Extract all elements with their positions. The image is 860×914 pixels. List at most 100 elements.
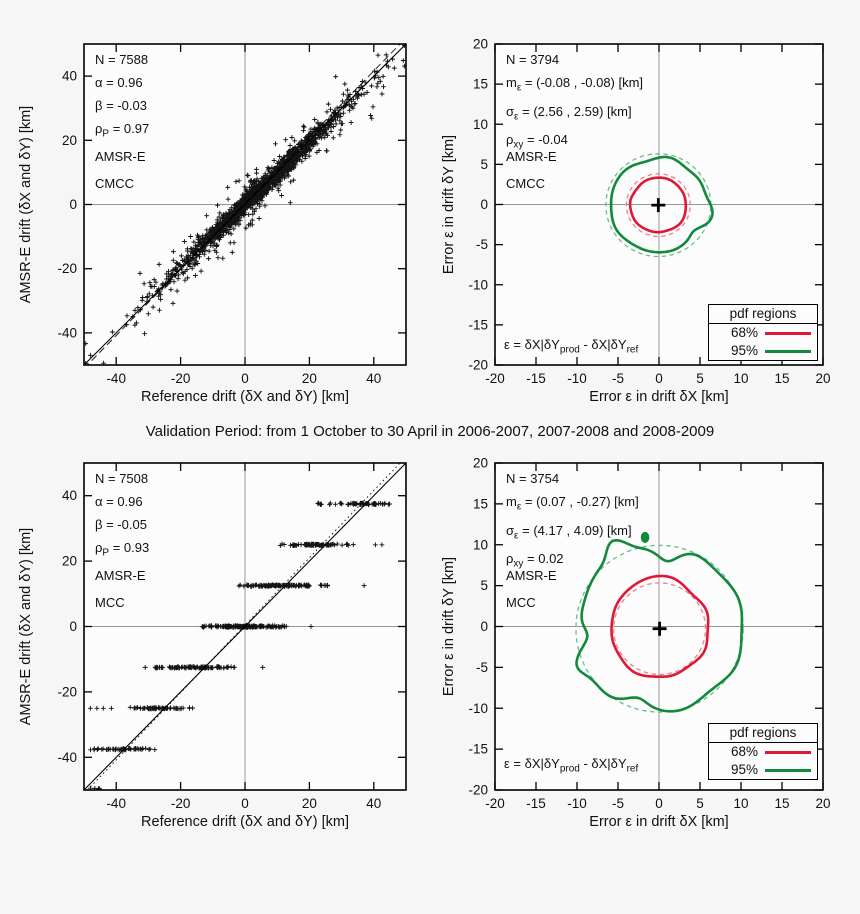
x-tick-label: -20	[171, 371, 191, 386]
scatter-points	[88, 500, 392, 790]
data-layer-tl	[84, 44, 406, 365]
data-layer-br	[575, 531, 744, 713]
x-tick-label: 20	[815, 371, 830, 386]
y-tick-label: 0	[69, 619, 77, 634]
pdf-contour-red_dashed-dashed	[613, 582, 707, 676]
error-formula-br: ε = δX|δYprod - δX|δYref	[504, 756, 639, 775]
axis-ticks-tr: -20 -15 -10 -5 0 5 10 15 20 -20 -15 -10 -5 0 5 10 15 20	[468, 37, 830, 387]
x-tick-label: 5	[696, 796, 704, 811]
x-tick-label: 15	[774, 796, 789, 811]
y-tick-label: 5	[480, 157, 488, 172]
legend-entry-label: 68%	[730, 325, 758, 340]
legend-entry-95%: 95%	[709, 342, 817, 360]
stats-line: N = 7508	[95, 471, 149, 486]
data-layer-tr	[605, 153, 714, 258]
pdf-contour-red_dashed-dashed	[625, 173, 691, 238]
x-tick-label: -5	[612, 796, 624, 811]
stats-line: ρP = 0.97	[95, 121, 150, 140]
stats-block-error-cmcc: N = 3794 mε = (-0.08 , -0.08) [km] σε = (2…	[506, 48, 643, 157]
x-tick-label: 20	[815, 796, 830, 811]
mean-error-cross-marker	[652, 621, 667, 636]
axis-ticks-br: -20 -15 -10 -5 0 5 10 15 20 -20 -15 -10 -5 0 5 10 15 20	[468, 456, 830, 812]
pdf-contour-red-solid	[610, 574, 710, 678]
plot-frame-br	[494, 462, 824, 791]
y-tick-label: 40	[62, 69, 77, 84]
axis-ticks-tl: -40 -20 0 20 40 -40 -20 0 20 40	[57, 44, 406, 386]
data-layer-bl	[84, 463, 406, 790]
y-tick-label: 15	[473, 496, 488, 511]
x-tick-label: 40	[366, 796, 381, 811]
pdf-regions-legend-tr: pdf regions 68% 95%	[708, 304, 818, 361]
stats-block-scatter-cmcc: N = 7588 α = 0.96 β = -0.03 ρP = 0.97	[95, 48, 149, 146]
pdf-contour-green-solid	[609, 155, 714, 254]
pdf-contour-green_dashed-dashed	[605, 153, 712, 258]
x-tick-label: 5	[696, 371, 704, 386]
x-tick-label: 0	[655, 371, 663, 386]
legend-title: pdf regions	[709, 305, 817, 324]
stats-line: ρxy = -0.04	[506, 132, 568, 151]
y-tick-label: 40	[62, 488, 77, 503]
y-tick-label: -20	[57, 684, 77, 699]
algorithm-label-bl: MCC	[95, 595, 125, 610]
panel-scatter-mcc: -40 -20 0 20 40 -40 -20 0 20 40 Reference drift (δ…	[18, 462, 407, 830]
legend-entry-label: 95%	[730, 762, 758, 777]
validation-period-title: Validation Period: from 1 October to 30 …	[145, 423, 715, 440]
y-tick-label: -40	[57, 750, 77, 765]
algorithm-label-br: MCC	[506, 595, 536, 610]
y-tick-label: -20	[57, 261, 77, 276]
legend-line-green	[765, 768, 811, 772]
y-tick-label: -5	[476, 660, 488, 675]
legend-entry-68%: 68%	[709, 743, 817, 761]
x-tick-label: -5	[612, 371, 624, 386]
legend-entry-95%: 95%	[709, 761, 817, 779]
x-tick-label: -20	[485, 371, 505, 386]
stats-block-error-mcc: N = 3754 mε = (0.07 , -0.27) [km] σε = (4.…	[506, 467, 639, 576]
y-tick-label: -10	[468, 701, 488, 716]
error-formula-tr: ε = δX|δYprod - δX|δYref	[504, 337, 639, 356]
pdf-regions-legend-br: pdf regions 68% 95%	[708, 723, 818, 780]
y-tick-label: 20	[473, 456, 488, 471]
mean-error-cross-marker	[651, 198, 666, 213]
y-tick-label: 0	[480, 619, 488, 634]
stats-line: β = -0.05	[95, 517, 147, 532]
y-tick-label: 10	[473, 537, 488, 552]
y-axis-label-tl: AMSR-E drift (δX and δY) [km]	[18, 106, 34, 303]
y-tick-label: -5	[476, 237, 488, 252]
y-axis-label-br: Error ε in drift δY [km]	[441, 557, 457, 696]
plot-frame-tl	[83, 43, 407, 366]
stats-line: α = 0.96	[95, 494, 143, 509]
x-tick-label: -10	[567, 371, 587, 386]
legend-entry-68%: 68%	[709, 324, 817, 342]
plot-frame-tr	[494, 43, 824, 366]
x-tick-label: 20	[302, 796, 317, 811]
x-tick-label: -15	[526, 796, 546, 811]
x-tick-label: 0	[655, 796, 663, 811]
stats-line: N = 3754	[506, 471, 560, 486]
legend-line-red	[765, 331, 811, 335]
y-tick-label: 10	[473, 117, 488, 132]
x-tick-label: -10	[567, 796, 587, 811]
x-tick-label: 20	[302, 371, 317, 386]
product-label-tl: AMSR-E	[95, 149, 146, 164]
x-axis-label-br: Error ε in drift δX [km]	[589, 814, 728, 830]
x-tick-label: 10	[733, 796, 748, 811]
x-axis-label-tr: Error ε in drift δX [km]	[589, 389, 728, 405]
algorithm-label-tl: CMCC	[95, 176, 134, 191]
y-tick-label: 0	[69, 197, 77, 212]
stats-line: N = 3794	[506, 52, 560, 67]
stats-block-scatter-mcc: N = 7508 α = 0.96 β = -0.05 ρP = 0.93	[95, 467, 149, 565]
pdf-contour-green-solid	[575, 538, 744, 713]
x-axis-label-tl: Reference drift (δX and δY) [km]	[141, 389, 349, 405]
axis-ticks-bl: -40 -20 0 20 40 -40 -20 0 20 40	[57, 463, 406, 811]
stats-line: ρxy = 0.02	[506, 551, 564, 570]
x-tick-label: 0	[241, 371, 249, 386]
x-axis-label-bl: Reference drift (δX and δY) [km]	[141, 814, 349, 830]
scatter-points	[84, 44, 406, 365]
x-tick-label: 15	[774, 371, 789, 386]
plot-frame-bl	[83, 462, 407, 791]
x-tick-label: -40	[106, 796, 126, 811]
x-tick-label: 0	[241, 796, 249, 811]
x-tick-label: -20	[485, 796, 505, 811]
x-tick-label: 40	[366, 371, 381, 386]
